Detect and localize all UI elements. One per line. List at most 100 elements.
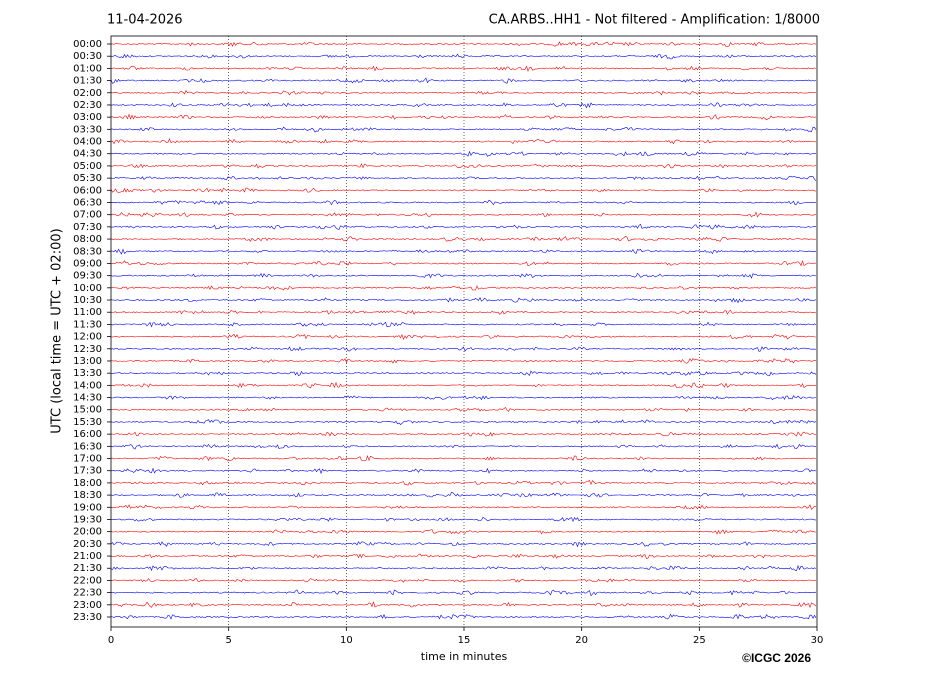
trace <box>110 223 817 230</box>
copyright: ©ICGC 2026 <box>742 651 811 665</box>
x-axis-label: time in minutes <box>421 650 508 663</box>
trace <box>110 297 817 304</box>
trace <box>110 443 817 450</box>
x-tick-label: 5 <box>225 635 231 646</box>
trace <box>110 431 817 437</box>
chart-title: CA.ARBS..HH1 - Not filtered - Amplificat… <box>489 13 820 28</box>
trace <box>110 248 817 255</box>
y-tick-label: 04:00 <box>73 137 102 148</box>
trace <box>110 419 817 426</box>
trace <box>110 454 817 462</box>
y-tick-label: 13:30 <box>73 368 102 379</box>
y-tick-label: 17:30 <box>73 466 102 477</box>
y-tick-label: 09:30 <box>73 271 102 282</box>
y-tick-label: 18:00 <box>73 478 102 489</box>
trace <box>110 346 816 352</box>
trace <box>110 89 817 96</box>
trace <box>110 285 817 291</box>
y-tick-label: 06:00 <box>73 185 102 196</box>
y-tick-label: 08:00 <box>73 234 102 245</box>
y-tick-label: 00:00 <box>73 39 102 50</box>
y-tick-label: 21:30 <box>73 563 102 574</box>
y-tick-label: 15:00 <box>73 405 102 416</box>
x-tick-label: 0 <box>108 635 114 646</box>
trace <box>110 53 817 60</box>
y-tick-label: 18:30 <box>73 490 102 501</box>
trace <box>111 138 817 145</box>
y-tick-label: 12:00 <box>73 332 102 343</box>
trace <box>110 564 817 572</box>
trace <box>110 163 817 169</box>
y-tick-label: 20:30 <box>73 539 102 550</box>
trace <box>110 600 817 609</box>
x-tick-label: 20 <box>575 635 588 646</box>
y-tick-label: 22:30 <box>73 588 102 599</box>
y-tick-label: 10:00 <box>73 283 102 294</box>
y-axis-label: UTC (local time = UTC + 02:00) <box>50 228 65 433</box>
y-tick-label: 02:00 <box>73 88 102 99</box>
trace <box>110 187 816 194</box>
trace <box>110 541 817 548</box>
trace <box>110 381 817 389</box>
trace <box>110 211 817 218</box>
y-tick-label: 04:30 <box>73 149 102 160</box>
trace <box>110 370 817 377</box>
y-tick-label: 17:00 <box>73 454 102 465</box>
plot-frame <box>110 35 818 628</box>
trace <box>110 578 817 583</box>
trace <box>111 589 817 597</box>
y-tick-label: 14:00 <box>73 380 102 391</box>
y-tick-label: 08:30 <box>73 246 102 257</box>
trace <box>111 126 817 133</box>
y-tick-label: 05:30 <box>73 173 102 184</box>
y-tick-label: 23:30 <box>73 612 102 623</box>
trace <box>110 321 817 328</box>
trace <box>110 113 817 121</box>
trace <box>110 199 817 206</box>
y-tick-label: 05:00 <box>73 161 102 172</box>
trace <box>110 260 816 267</box>
y-tick-label: 07:30 <box>73 222 102 233</box>
trace <box>110 516 816 522</box>
y-tick-label: 03:00 <box>73 112 102 123</box>
trace <box>110 491 817 498</box>
y-tick-label: 19:00 <box>73 502 102 513</box>
y-tick-label: 19:30 <box>73 514 102 525</box>
y-tick-label: 15:30 <box>73 417 102 428</box>
y-tick-label: 14:30 <box>73 393 102 404</box>
trace <box>110 333 816 341</box>
y-tick-label: 02:30 <box>73 100 102 111</box>
trace <box>110 175 817 182</box>
y-tick-label: 01:30 <box>73 76 102 87</box>
trace <box>110 479 817 486</box>
trace <box>110 272 817 279</box>
y-tick-label: 11:30 <box>73 319 102 330</box>
trace <box>110 309 817 315</box>
y-tick-label: 01:00 <box>73 63 102 74</box>
y-tick-label: 22:00 <box>73 575 102 586</box>
y-tick-label: 16:00 <box>73 429 102 440</box>
trace <box>110 357 816 364</box>
trace <box>110 77 817 84</box>
x-tick-label: 30 <box>811 635 824 646</box>
y-tick-label: 07:00 <box>73 210 102 221</box>
y-tick-label: 16:30 <box>73 441 102 452</box>
trace <box>110 102 817 109</box>
y-tick-label: 20:00 <box>73 527 102 538</box>
trace <box>110 467 817 475</box>
x-tick-label: 25 <box>693 635 706 646</box>
y-tick-label: 10:30 <box>73 295 102 306</box>
trace <box>110 65 817 72</box>
trace <box>110 529 817 535</box>
trace <box>111 41 817 47</box>
x-tick-label: 10 <box>340 635 353 646</box>
x-tick-label: 15 <box>458 635 471 646</box>
y-tick-label: 03:30 <box>73 124 102 135</box>
trace <box>111 406 817 412</box>
trace <box>110 395 817 401</box>
trace <box>110 235 817 242</box>
y-tick-label: 13:00 <box>73 356 102 367</box>
trace <box>110 504 817 510</box>
y-tick-label: 06:30 <box>73 197 102 208</box>
